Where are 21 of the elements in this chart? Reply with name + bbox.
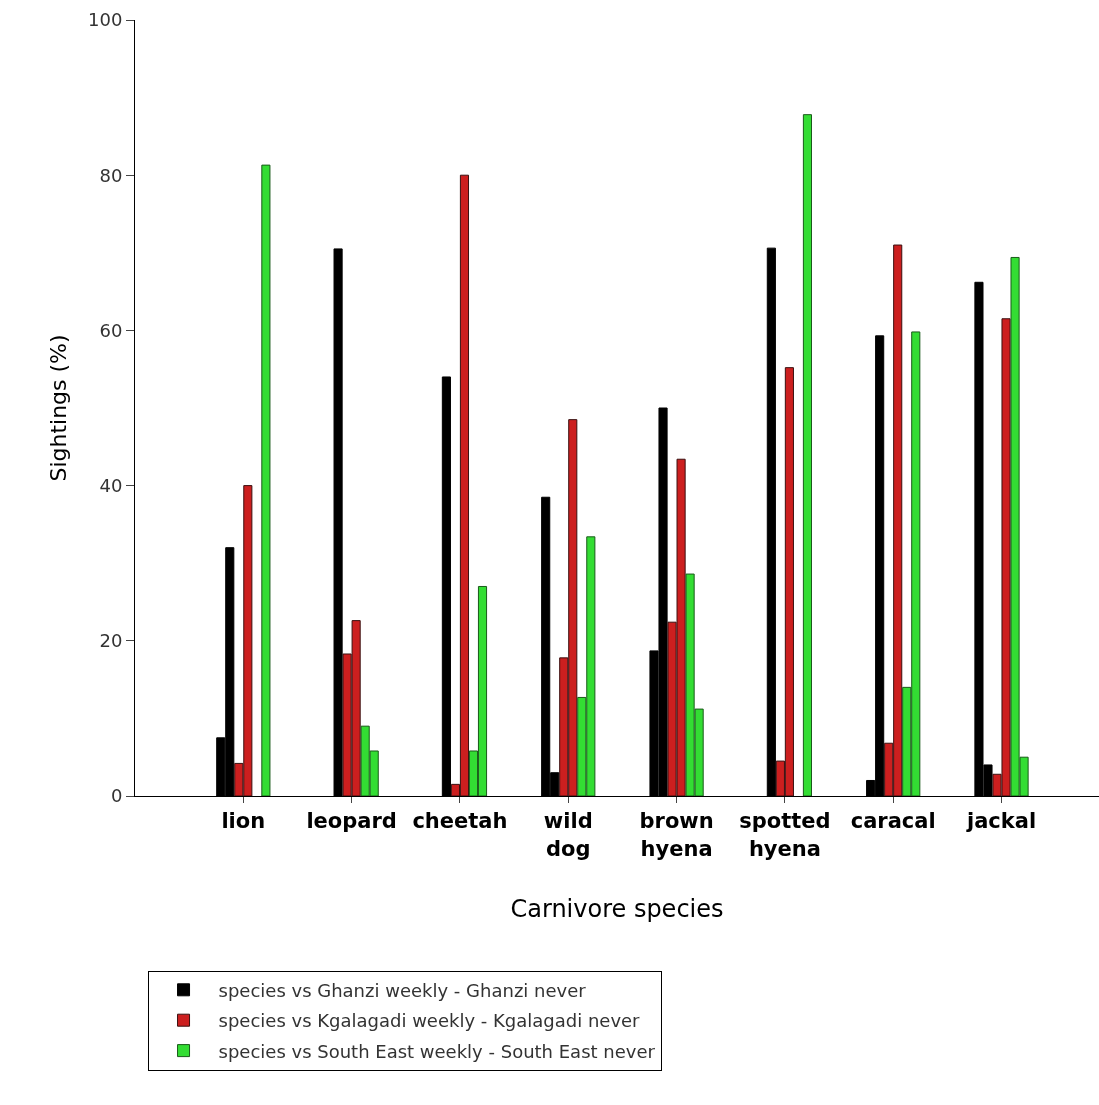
y-axis-title: Sightings (%)	[45, 334, 71, 482]
y-tick-label: 100	[88, 9, 123, 31]
x-tick-label: wild dog	[543, 809, 593, 861]
x-tick-label: spotted hyena	[739, 809, 831, 861]
x-tick-label: jackal	[965, 809, 1037, 834]
legend-label: species vs Kgalagadi weekly - Kgalagadi never	[218, 1010, 641, 1032]
x-tick-label: caracal	[850, 809, 936, 834]
y-tick-label: 0	[110, 785, 123, 807]
y-tick-label: 80	[99, 164, 123, 186]
y-tick-label: 20	[99, 630, 123, 652]
x-tick-label: cheetah	[412, 809, 508, 834]
x-axis-title: Carnivore species	[510, 894, 724, 923]
legend-label: species vs South East weekly - South East never	[218, 1040, 656, 1062]
y-tick-label: 60	[99, 319, 123, 341]
bar	[261, 164, 271, 796]
y-tick-label: 40	[99, 474, 123, 496]
x-tick-label: lion	[221, 809, 266, 834]
bar	[802, 114, 813, 796]
x-tick-label: brown hyena	[639, 809, 714, 861]
x-tick-label: leopard	[306, 809, 397, 834]
legend-label: species vs Ghanzi weekly - Ghanzi never	[218, 979, 587, 1001]
